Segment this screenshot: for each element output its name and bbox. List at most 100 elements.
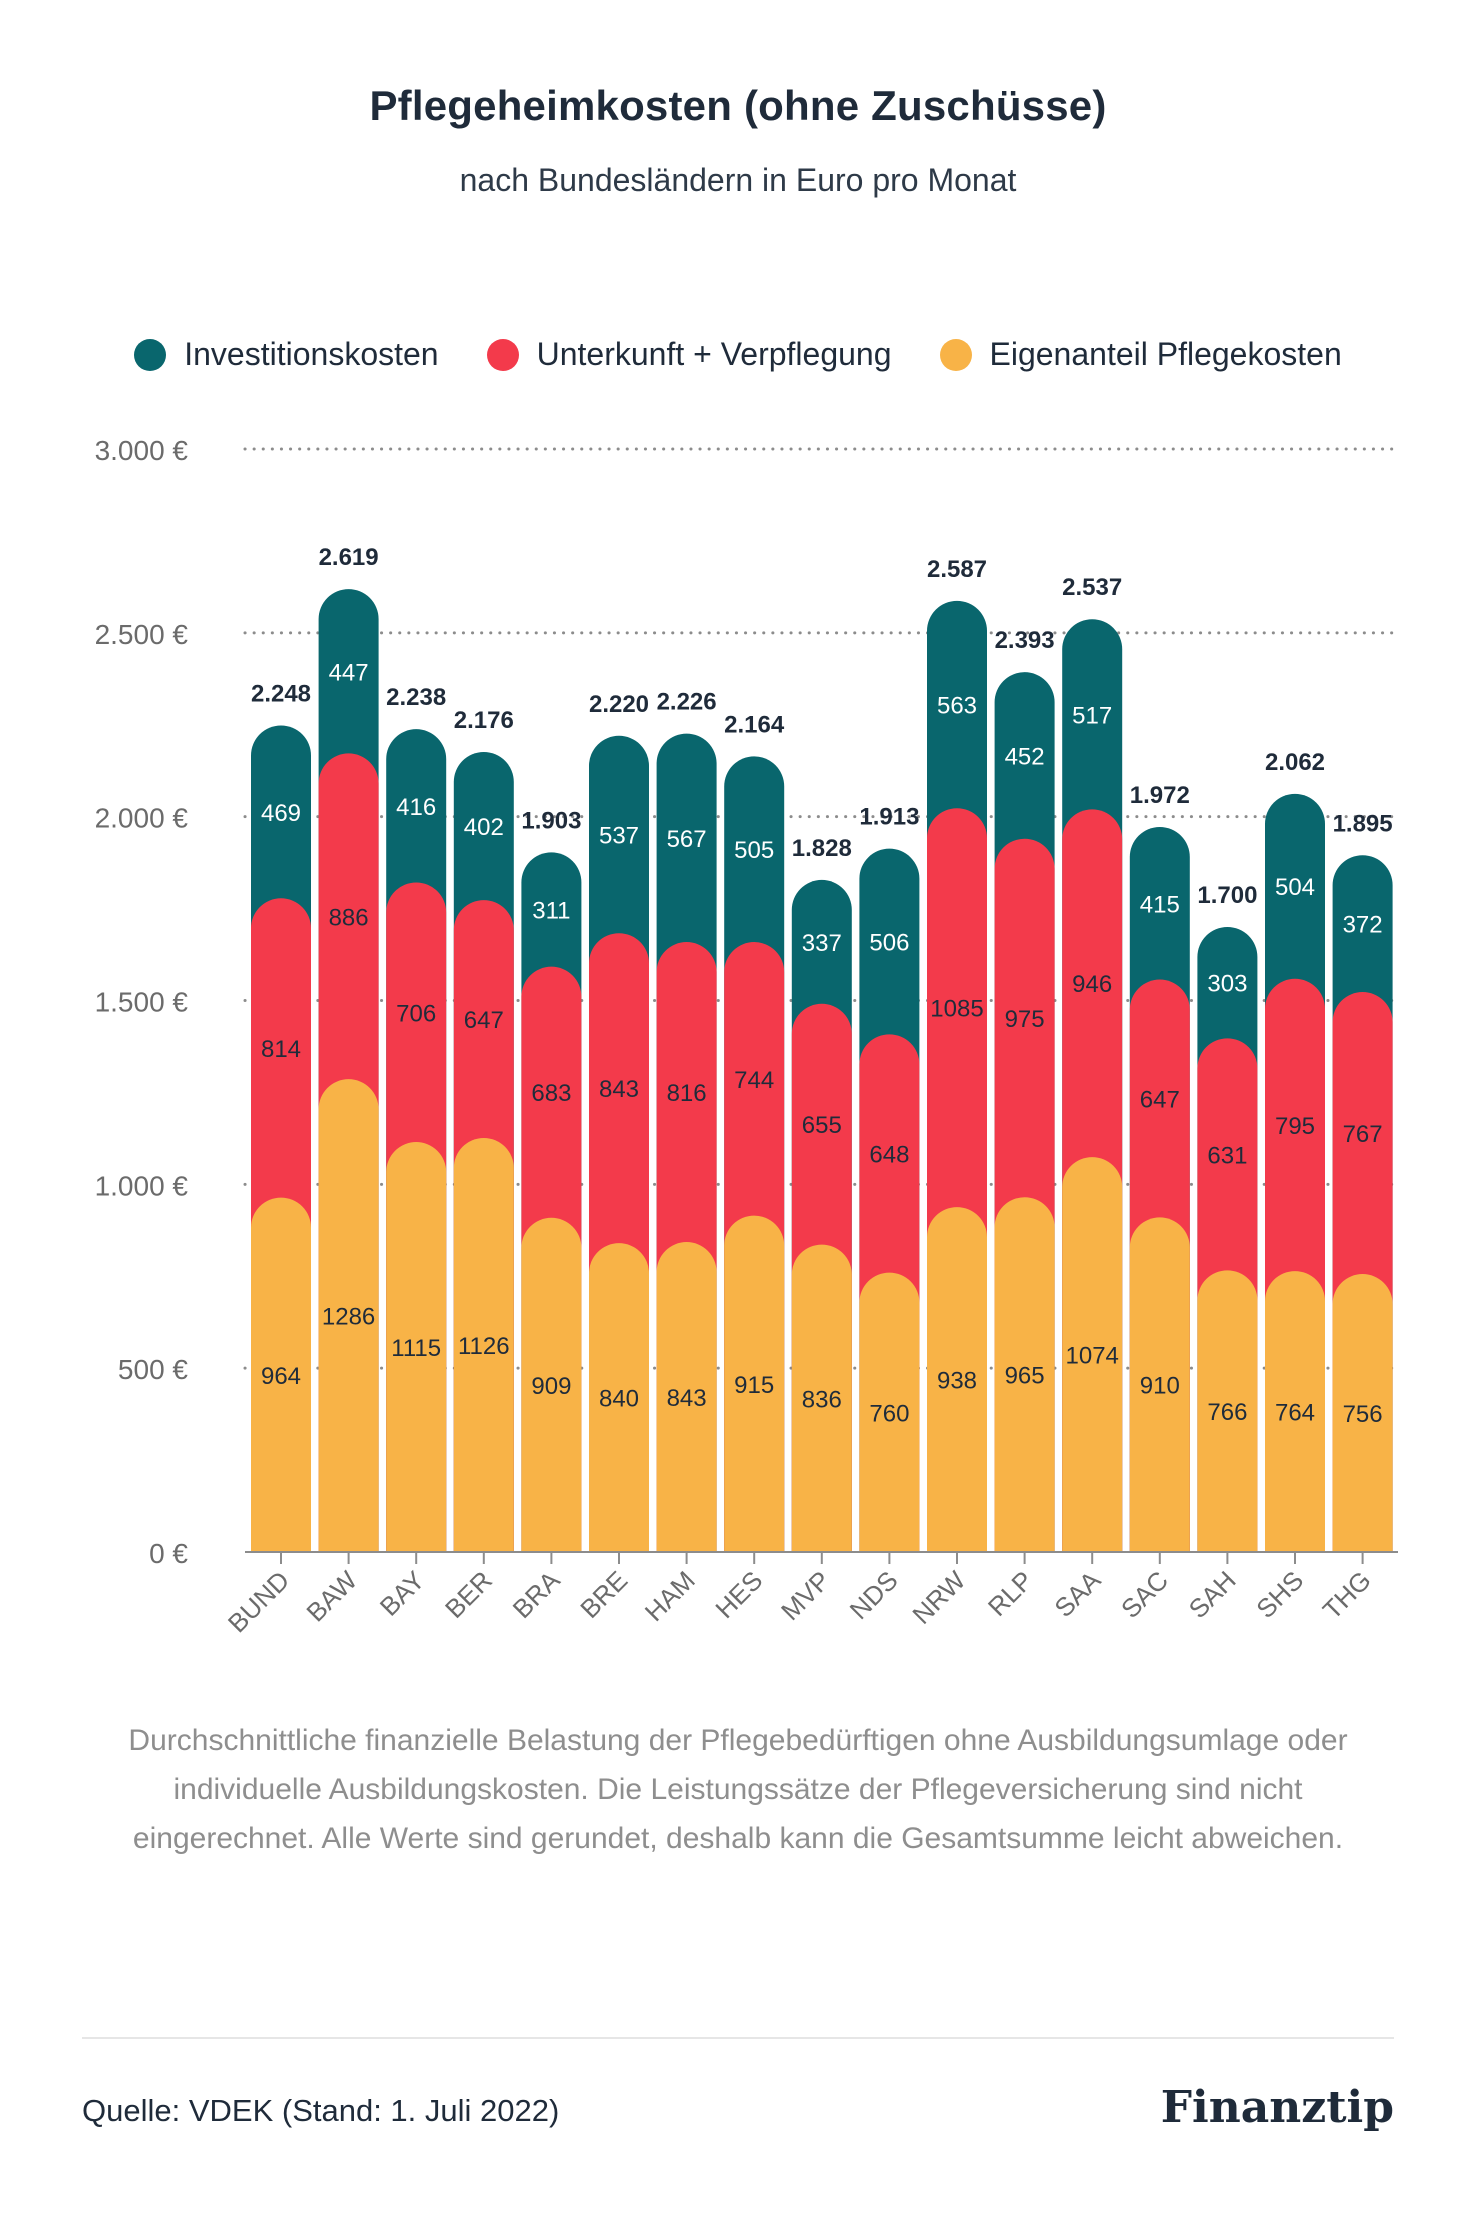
- x-tick-label: BAW: [300, 1565, 363, 1628]
- x-tick-label: HAM: [639, 1565, 701, 1627]
- value-label-unterkunft: 647: [1140, 1086, 1180, 1113]
- bar-segment-eigenanteil: [318, 1079, 379, 1552]
- x-tick-label: SAH: [1183, 1565, 1242, 1624]
- y-tick-label: 2.000 €: [95, 803, 189, 834]
- x-tick-label: NDS: [844, 1565, 904, 1625]
- value-label-investition: 402: [464, 814, 504, 841]
- legend-swatch-unterkunft: [486, 338, 519, 371]
- x-tick-label: HES: [709, 1565, 768, 1624]
- value-label-eigenanteil: 840: [599, 1386, 639, 1413]
- chart-subtitle: nach Bundesländern in Euro pro Monat: [459, 162, 1017, 198]
- value-label-eigenanteil: 756: [1343, 1401, 1383, 1428]
- bar-segment-eigenanteil: [1129, 1217, 1190, 1552]
- x-tick-label: SHS: [1250, 1565, 1309, 1624]
- bar-segment-eigenanteil: [994, 1197, 1055, 1552]
- value-label-investition: 505: [734, 837, 774, 864]
- value-label-investition: 506: [869, 929, 909, 956]
- bar-segment-eigenanteil: [656, 1242, 717, 1552]
- value-label-unterkunft: 744: [734, 1067, 774, 1094]
- bar-segment-eigenanteil: [453, 1138, 514, 1552]
- value-label-investition: 517: [1072, 702, 1112, 729]
- value-label-eigenanteil: 915: [734, 1372, 774, 1399]
- value-label-unterkunft: 655: [802, 1112, 842, 1139]
- value-label-investition: 567: [667, 826, 707, 853]
- value-label-eigenanteil: 766: [1207, 1399, 1247, 1426]
- total-label: 1.903: [521, 807, 581, 834]
- value-label-eigenanteil: 764: [1275, 1400, 1315, 1427]
- value-label-investition: 452: [1005, 744, 1045, 771]
- value-label-investition: 303: [1207, 971, 1247, 998]
- value-label-eigenanteil: 1115: [391, 1335, 441, 1362]
- x-tick-label: THG: [1317, 1565, 1377, 1625]
- total-label: 1.895: [1333, 810, 1393, 837]
- stacked-bar-chart: 0 € 500 € 1.000 € 1.500 € 2.000 € 2.500 € 3.00…: [95, 435, 1400, 1638]
- total-label: 2.176: [454, 707, 514, 734]
- total-label: 2.587: [927, 556, 987, 583]
- x-tick-label: MVP: [775, 1565, 836, 1626]
- x-tick-label: SAC: [1115, 1565, 1174, 1624]
- value-label-eigenanteil: 760: [869, 1400, 909, 1427]
- legend-item-investition: Investitionskosten: [134, 336, 439, 373]
- legend-swatch-investition: [134, 338, 167, 371]
- legend: Investitionskosten Unterkunft + Verpfleg…: [0, 336, 1476, 373]
- bar-segment-eigenanteil: [724, 1215, 785, 1552]
- value-label-unterkunft: 767: [1343, 1121, 1383, 1148]
- value-label-eigenanteil: 1126: [458, 1333, 510, 1360]
- total-label: 1.828: [792, 835, 852, 862]
- legend-item-unterkunft: Unterkunft + Verpflegung: [486, 336, 892, 373]
- value-label-unterkunft: 816: [667, 1080, 707, 1107]
- bar-segment-eigenanteil: [589, 1243, 649, 1552]
- bar-segment-eigenanteil: [386, 1142, 447, 1552]
- x-tick-label: BAY: [374, 1565, 431, 1622]
- value-label-unterkunft: 843: [599, 1076, 639, 1103]
- legend-label-eigenanteil: Eigenanteil Pflegekosten: [989, 336, 1342, 372]
- value-label-investition: 372: [1343, 912, 1383, 939]
- y-tick-label: 2.500 €: [95, 619, 189, 650]
- total-label: 2.619: [319, 544, 379, 571]
- bar-segment-eigenanteil: [1265, 1271, 1325, 1552]
- y-tick-label: 500 €: [118, 1354, 188, 1385]
- total-label: 2.238: [386, 684, 446, 711]
- value-label-investition: 504: [1275, 874, 1315, 901]
- total-label: 2.164: [724, 711, 785, 738]
- value-label-unterkunft: 886: [329, 904, 369, 931]
- bar-segment-eigenanteil: [1062, 1157, 1123, 1552]
- total-label: 2.393: [995, 627, 1055, 654]
- value-label-investition: 415: [1140, 891, 1180, 918]
- value-label-unterkunft: 648: [869, 1141, 909, 1168]
- value-label-eigenanteil: 1286: [322, 1304, 375, 1331]
- x-tick-label: BRA: [507, 1565, 566, 1624]
- total-label: 2.248: [251, 680, 311, 707]
- bar-segment-eigenanteil: [251, 1197, 311, 1552]
- value-label-eigenanteil: 965: [1005, 1363, 1045, 1390]
- value-label-eigenanteil: 910: [1140, 1373, 1180, 1400]
- value-label-unterkunft: 706: [396, 1000, 436, 1027]
- bar-segment-eigenanteil: [859, 1272, 920, 1552]
- value-label-unterkunft: 946: [1072, 971, 1112, 998]
- x-tick-label: BRE: [574, 1565, 633, 1624]
- brand-logo: Finanztip: [1160, 2082, 1394, 2133]
- value-label-unterkunft: 975: [1005, 1006, 1045, 1033]
- value-label-eigenanteil: 938: [937, 1368, 977, 1395]
- bar-segment-eigenanteil: [521, 1217, 582, 1552]
- value-label-investition: 416: [396, 794, 436, 821]
- value-label-unterkunft: 683: [531, 1080, 571, 1107]
- value-label-eigenanteil: 836: [802, 1386, 842, 1413]
- value-label-investition: 537: [599, 822, 639, 849]
- y-tick-label: 3.000 €: [95, 435, 189, 466]
- bar-segment-eigenanteil: [1332, 1274, 1393, 1552]
- value-label-unterkunft: 814: [261, 1036, 301, 1063]
- legend-label-investition: Investitionskosten: [184, 336, 439, 372]
- value-label-investition: 337: [802, 930, 842, 957]
- x-tick-label: BER: [439, 1565, 498, 1624]
- total-label: 1.913: [859, 804, 919, 831]
- chart-title: Pflegeheimkosten (ohne Zuschüsse): [369, 82, 1107, 129]
- value-label-investition: 311: [532, 898, 570, 925]
- total-label: 1.972: [1130, 782, 1190, 809]
- value-label-eigenanteil: 909: [531, 1373, 571, 1400]
- value-label-investition: 469: [261, 800, 301, 827]
- value-label-unterkunft: 1085: [930, 996, 983, 1023]
- x-tick-label: NRW: [906, 1565, 971, 1630]
- source-text: Quelle: VDEK (Stand: 1. Juli 2022): [82, 2093, 560, 2128]
- total-label: 1.700: [1197, 882, 1257, 909]
